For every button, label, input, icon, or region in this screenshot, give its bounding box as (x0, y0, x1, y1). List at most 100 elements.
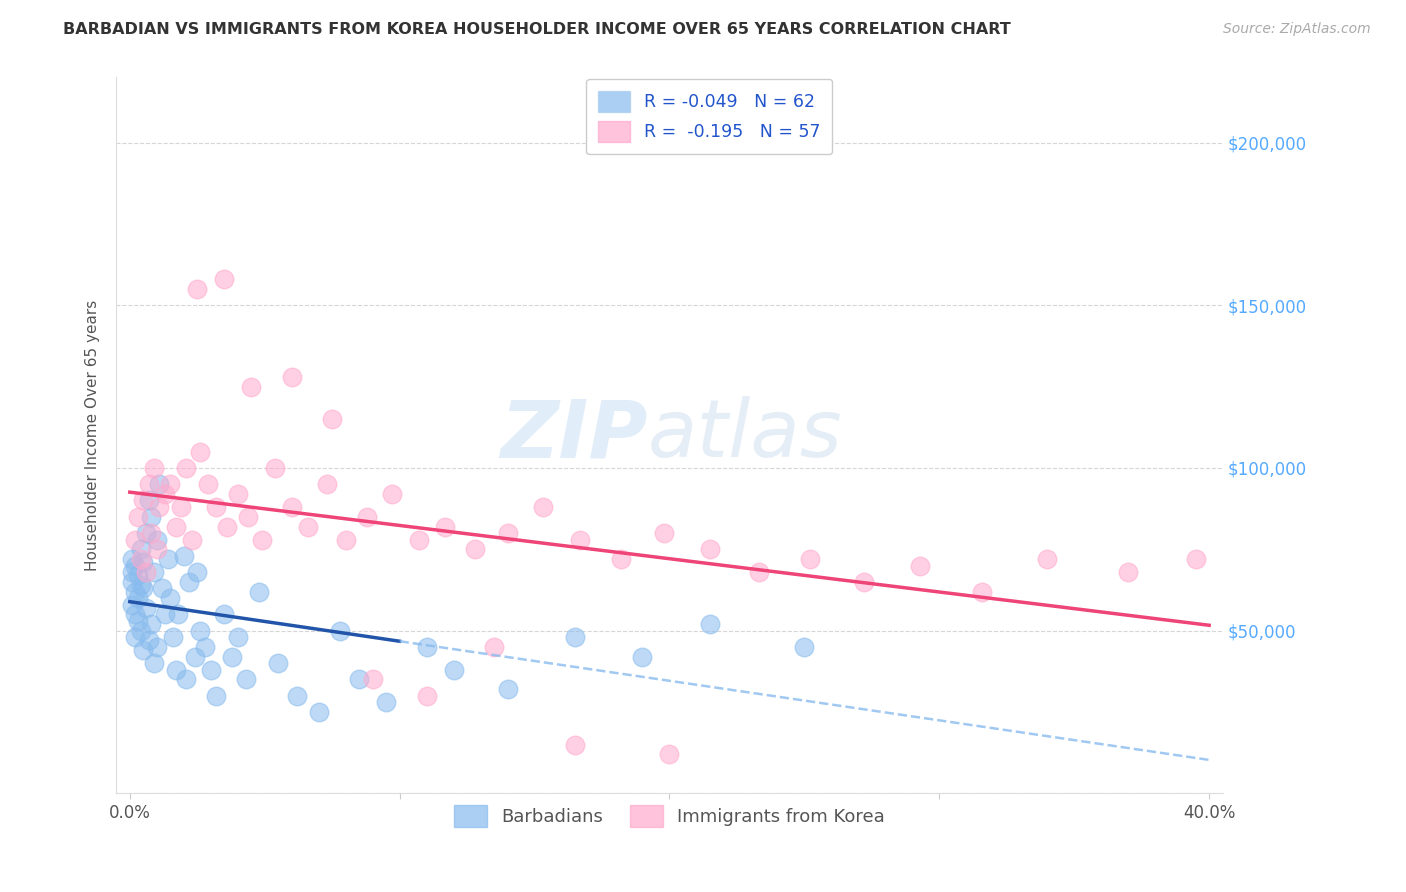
Point (1184, 552, 1206, 566)
Point (145, 542, 167, 557)
Point (852, 574, 875, 589)
Point (180, 533, 202, 547)
Point (121, 574, 143, 589)
Point (264, 461, 287, 475)
Point (1116, 565, 1139, 579)
Point (143, 461, 166, 475)
Point (179, 574, 201, 589)
Point (240, 379, 263, 393)
Point (124, 584, 146, 599)
Point (186, 565, 208, 579)
Y-axis label: Householder Income Over 65 years: Householder Income Over 65 years (86, 300, 100, 571)
Point (127, 591, 149, 606)
Point (121, 598, 143, 612)
Point (188, 444, 211, 458)
Point (569, 533, 592, 547)
Text: BARBADIAN VS IMMIGRANTS FROM KOREA HOUSEHOLDER INCOME OVER 65 YEARS CORRELATION : BARBADIAN VS IMMIGRANTS FROM KOREA HOUSE… (63, 22, 1011, 37)
Point (347, 673, 370, 687)
Point (132, 555, 155, 569)
Point (205, 500, 228, 514)
Point (221, 649, 243, 664)
Point (127, 568, 149, 582)
Point (145, 640, 167, 654)
Point (132, 493, 155, 508)
Point (799, 552, 821, 566)
Point (132, 643, 155, 657)
Point (148, 500, 170, 514)
Point (699, 617, 721, 632)
Point (188, 624, 211, 638)
Point (183, 649, 205, 664)
Point (415, 640, 437, 654)
Point (375, 695, 398, 709)
Point (167, 607, 190, 622)
Point (380, 487, 402, 501)
Point (150, 582, 173, 596)
Point (141, 526, 163, 541)
Point (238, 509, 260, 524)
Point (496, 526, 519, 541)
Point (165, 663, 187, 677)
Point (335, 533, 357, 547)
Text: ZIP: ZIP (501, 396, 647, 475)
Point (747, 565, 769, 579)
Point (496, 682, 519, 697)
Point (135, 526, 157, 541)
Point (308, 705, 330, 719)
Point (141, 617, 163, 632)
Point (129, 624, 152, 638)
Point (408, 533, 430, 547)
Point (297, 519, 319, 533)
Point (200, 663, 222, 677)
Point (121, 552, 143, 566)
Point (434, 519, 457, 533)
Point (197, 477, 219, 491)
Point (165, 519, 187, 533)
Point (793, 640, 815, 654)
Point (212, 272, 235, 286)
Point (205, 689, 228, 703)
Point (482, 640, 505, 654)
Point (658, 747, 681, 762)
Point (415, 689, 437, 703)
Point (186, 282, 208, 296)
Point (652, 526, 675, 541)
Point (129, 542, 152, 557)
Point (138, 633, 160, 648)
Point (173, 549, 195, 563)
Point (464, 542, 486, 557)
Point (910, 558, 932, 573)
Point (564, 738, 586, 752)
Point (170, 500, 193, 514)
Point (141, 509, 163, 524)
Point (153, 607, 176, 622)
Point (194, 640, 217, 654)
Point (129, 578, 152, 592)
Point (124, 607, 146, 622)
Point (531, 500, 554, 514)
Point (212, 607, 235, 622)
Point (235, 673, 257, 687)
Text: Source: ZipAtlas.com: Source: ZipAtlas.com (1223, 22, 1371, 37)
Point (443, 663, 465, 677)
Point (129, 552, 152, 566)
Point (610, 552, 633, 566)
Point (132, 582, 155, 596)
Point (135, 600, 157, 615)
Point (267, 656, 290, 670)
Point (564, 630, 586, 644)
Point (285, 689, 308, 703)
Point (176, 461, 198, 475)
Point (226, 630, 249, 644)
Point (156, 552, 179, 566)
Point (138, 493, 160, 508)
Point (1036, 552, 1059, 566)
Point (280, 369, 302, 384)
Point (215, 519, 238, 533)
Point (148, 477, 170, 491)
Point (631, 649, 654, 664)
Point (127, 509, 149, 524)
Point (176, 673, 198, 687)
Point (699, 542, 721, 557)
Point (124, 558, 146, 573)
